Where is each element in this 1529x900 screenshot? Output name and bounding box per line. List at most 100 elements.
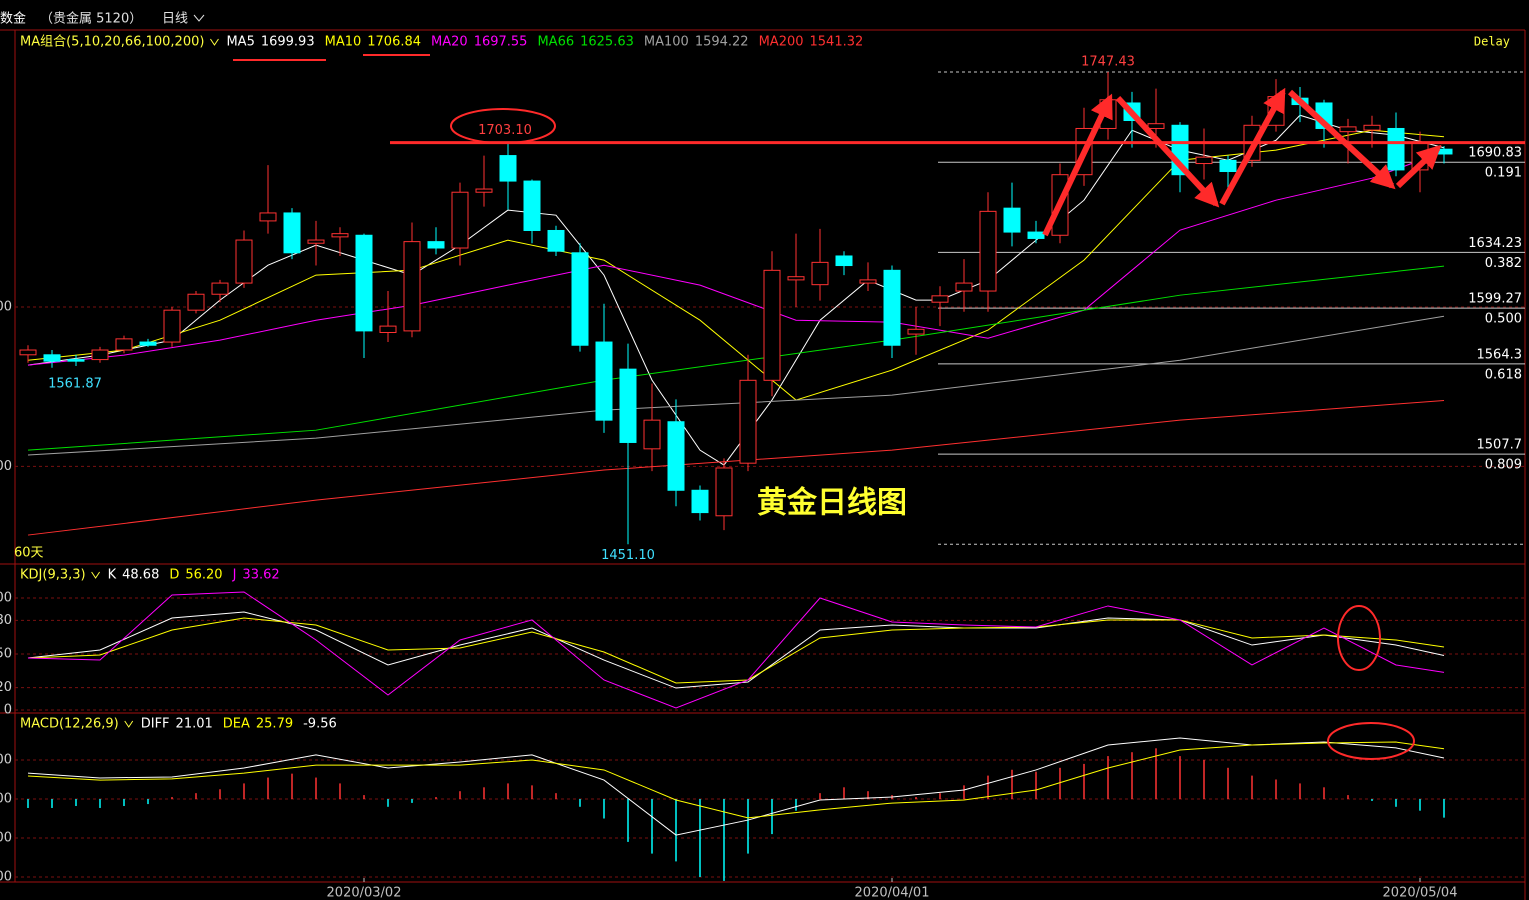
fib-price: 1564.3 — [1477, 347, 1523, 362]
x-tick-label: 2020/05/04 — [1383, 886, 1458, 900]
candle-body — [1003, 207, 1021, 233]
legend-value: 1697.55 — [474, 35, 528, 50]
candle-body — [283, 212, 301, 254]
legend-title: MACD(12,26,9) — [20, 717, 119, 732]
legend-value: 56.20 — [185, 568, 222, 583]
legend-value: 48.68 — [122, 568, 159, 583]
legend-value: 1699.93 — [261, 35, 315, 50]
y-tick-label: 0.00 — [0, 792, 12, 807]
y-tick-label: 50 — [0, 647, 12, 662]
candle-body — [523, 180, 541, 231]
indicator-line — [27, 737, 1445, 836]
dropdown-icon[interactable] — [124, 720, 134, 728]
candle-body — [499, 155, 517, 182]
candle-body — [187, 293, 205, 311]
candle-body — [691, 489, 709, 514]
fib-ratio: 0.191 — [1485, 166, 1522, 181]
legend-value: 33.62 — [242, 568, 279, 583]
y-tick-label: 20 — [0, 680, 12, 695]
legend-name: D — [169, 568, 179, 583]
candle-body — [427, 241, 445, 249]
fib-ratio: 0.618 — [1485, 367, 1522, 382]
y-tick-label: 0 — [4, 703, 12, 718]
price-annotation: 1703.10 — [478, 123, 532, 138]
legend-name: MA20 — [431, 35, 468, 50]
candle-body — [907, 328, 925, 335]
price-annotation: 1561.87 — [48, 376, 102, 391]
legend-name: K — [108, 568, 117, 583]
y-tick-label: 80 — [0, 613, 12, 628]
candle-body — [115, 338, 133, 351]
legend-name: MA200 — [759, 35, 804, 50]
candle-body — [91, 349, 109, 361]
legend-title: MA组合(5,10,20,66,100,200) — [20, 35, 204, 50]
candle-body — [1219, 159, 1237, 173]
y-tick-label: 20.00 — [0, 753, 12, 768]
arrow — [1287, 89, 1396, 190]
legend-value: 1625.63 — [580, 35, 634, 50]
fib-ratio: 0.809 — [1485, 458, 1522, 473]
circle-highlight — [1337, 605, 1381, 671]
legend-name: MA100 — [644, 35, 689, 50]
candle-body — [211, 282, 229, 295]
candle-body — [235, 239, 253, 284]
price-annotation: 1747.43 — [1081, 55, 1135, 70]
y-tick-label: -40.00 — [0, 870, 12, 885]
legend-name: MA10 — [325, 35, 362, 50]
indicator-line — [27, 611, 1445, 689]
arrow — [1115, 95, 1220, 208]
fib-price: 1690.83 — [1468, 146, 1522, 161]
candle-body — [1363, 124, 1381, 131]
arrow — [1395, 144, 1442, 189]
candle-body — [979, 210, 997, 292]
status: Delay — [1474, 35, 1510, 49]
circle-highlight — [1327, 722, 1415, 760]
candle-body — [307, 239, 325, 244]
candle-body — [667, 421, 685, 491]
indicator-line — [27, 741, 1445, 819]
candle-body — [1027, 231, 1045, 239]
candle-body — [1147, 123, 1165, 129]
legend-value: 1541.32 — [810, 35, 864, 50]
candle-body — [931, 295, 949, 303]
arrow — [1042, 93, 1113, 237]
candle-body — [1339, 126, 1357, 133]
chart-annotation: 黄金日线图 — [757, 486, 907, 521]
market: （贵金属 5120） — [40, 11, 142, 27]
x-tick-label: 2020/03/02 — [327, 886, 402, 900]
legend-name: MA5 — [226, 35, 254, 50]
candle-body — [379, 325, 397, 333]
candle-body — [619, 368, 637, 443]
dropdown-icon[interactable] — [193, 14, 205, 22]
candle-body — [763, 269, 781, 381]
y-tick-label: 1500 — [0, 459, 12, 474]
legend-name: DIFF — [141, 717, 170, 732]
candle-body — [403, 241, 421, 332]
legend-value: -9.56 — [303, 717, 337, 732]
dropdown-icon[interactable] — [210, 38, 219, 46]
candle-body — [1195, 156, 1213, 165]
candle-body — [451, 191, 469, 249]
arrow — [1219, 87, 1286, 206]
period-label: 60天 — [14, 546, 44, 561]
legend-value: 1594.22 — [695, 35, 749, 50]
candle-body — [739, 379, 757, 464]
dropdown-icon[interactable] — [91, 571, 101, 579]
candle-body — [43, 354, 61, 362]
legend-value: 1706.84 — [367, 35, 421, 50]
candle-body — [643, 419, 661, 450]
price-annotation: 1451.10 — [601, 548, 655, 563]
candle-body — [811, 261, 829, 286]
candle-body — [163, 309, 181, 343]
candle-body — [19, 349, 37, 356]
period-select[interactable]: 日线 — [162, 12, 188, 27]
legend-value: 21.01 — [176, 717, 213, 732]
symbol: 数金 — [0, 11, 26, 27]
candle-body — [715, 467, 733, 517]
fib-price: 1599.27 — [1468, 292, 1522, 307]
y-tick-label: -20.00 — [0, 831, 12, 846]
legend-name: DEA — [223, 717, 250, 732]
x-tick-label: 2020/04/01 — [855, 886, 930, 900]
